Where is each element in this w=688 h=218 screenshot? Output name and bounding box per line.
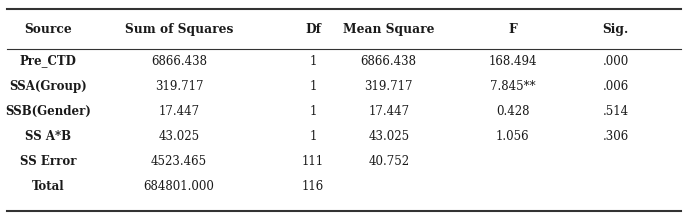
Text: 0.428: 0.428 xyxy=(496,105,529,118)
Text: Source: Source xyxy=(24,23,72,36)
Text: Mean Square: Mean Square xyxy=(343,23,434,36)
Text: 43.025: 43.025 xyxy=(368,130,409,143)
Text: Sig.: Sig. xyxy=(603,23,629,36)
Text: 684801.000: 684801.000 xyxy=(143,180,215,193)
Text: 4523.465: 4523.465 xyxy=(151,155,207,168)
Text: 1.056: 1.056 xyxy=(496,130,529,143)
Text: .006: .006 xyxy=(603,80,629,93)
Text: 17.447: 17.447 xyxy=(158,105,200,118)
Text: 168.494: 168.494 xyxy=(488,54,537,68)
Text: 319.717: 319.717 xyxy=(365,80,413,93)
Text: SSA(Group): SSA(Group) xyxy=(9,80,87,93)
Text: F: F xyxy=(508,23,517,36)
Text: Pre_CTD: Pre_CTD xyxy=(20,54,76,68)
Text: 40.752: 40.752 xyxy=(368,155,409,168)
Text: 116: 116 xyxy=(302,180,324,193)
Text: .306: .306 xyxy=(603,130,629,143)
Text: 1: 1 xyxy=(310,130,316,143)
Text: 17.447: 17.447 xyxy=(368,105,409,118)
Text: .514: .514 xyxy=(603,105,629,118)
Text: 1: 1 xyxy=(310,105,316,118)
Text: Df: Df xyxy=(305,23,321,36)
Text: 111: 111 xyxy=(302,155,324,168)
Text: Total: Total xyxy=(32,180,65,193)
Text: SSB(Gender): SSB(Gender) xyxy=(6,105,91,118)
Text: 6866.438: 6866.438 xyxy=(151,54,207,68)
Text: SS Error: SS Error xyxy=(20,155,76,168)
Text: 6866.438: 6866.438 xyxy=(361,54,417,68)
Text: 1: 1 xyxy=(310,80,316,93)
Text: .000: .000 xyxy=(603,54,629,68)
Text: 43.025: 43.025 xyxy=(158,130,200,143)
Text: Sum of Squares: Sum of Squares xyxy=(125,23,233,36)
Text: 7.845**: 7.845** xyxy=(490,80,535,93)
Text: 319.717: 319.717 xyxy=(155,80,203,93)
Text: SS A*B: SS A*B xyxy=(25,130,71,143)
Text: 1: 1 xyxy=(310,54,316,68)
